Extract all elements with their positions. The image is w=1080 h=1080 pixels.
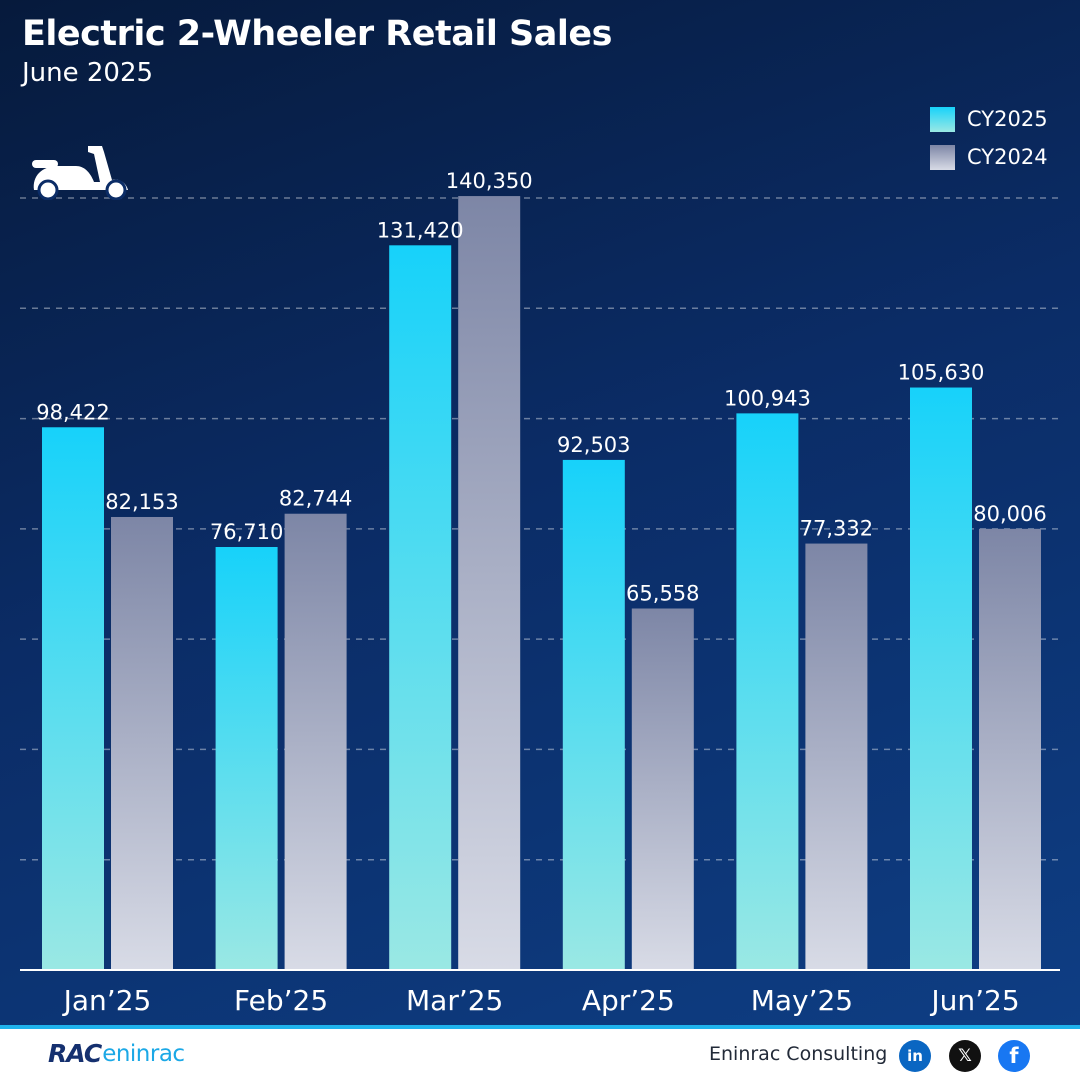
- x-tick-label-5: Jun’25: [929, 984, 1019, 1017]
- bar-cy2024-4: [805, 543, 868, 970]
- legend-item-cy2024: CY2024: [930, 138, 1048, 176]
- value-label-cy2025-5: 105,630: [898, 361, 985, 385]
- bars: [42, 196, 1041, 971]
- legend-swatch-cy2024: [930, 144, 955, 170]
- bar-cy2024-2: [458, 196, 521, 970]
- bar-cy2024-1: [284, 513, 347, 970]
- x-tick-label-4: May’25: [751, 984, 853, 1017]
- scooter-icon: [28, 136, 132, 204]
- x-icon[interactable]: 𝕏: [949, 1040, 981, 1072]
- bar-cy2024-0: [111, 516, 173, 970]
- value-label-cy2025-0: 98,422: [36, 400, 109, 424]
- legend-label-cy2025: CY2025: [967, 107, 1048, 131]
- company-name: Eninrac Consulting: [709, 1043, 888, 1065]
- value-label-cy2024-0: 82,153: [105, 490, 178, 514]
- x-tick-label-1: Feb’25: [234, 984, 328, 1017]
- value-label-cy2025-2: 131,420: [377, 218, 464, 242]
- legend: CY2025 CY2024: [930, 100, 1048, 176]
- x-tick-label-3: Apr’25: [582, 984, 675, 1017]
- bar-cy2025-4: [736, 413, 799, 970]
- linkedin-icon[interactable]: in: [899, 1040, 931, 1072]
- value-label-cy2024-4: 77,332: [800, 517, 873, 541]
- value-label-cy2025-1: 76,710: [210, 520, 283, 544]
- footer: RAC eninrac Eninrac Consulting in 𝕏 f: [0, 1025, 1080, 1080]
- logo-mark: RAC: [48, 1039, 102, 1068]
- facebook-icon[interactable]: f: [998, 1040, 1030, 1072]
- value-label-cy2024-1: 82,744: [279, 487, 352, 511]
- value-label-cy2024-5: 80,006: [973, 502, 1046, 526]
- logo-name: eninrac: [102, 1040, 185, 1067]
- bar-cy2025-3: [562, 459, 625, 970]
- bar-cy2025-2: [389, 245, 452, 971]
- value-label-cy2024-3: 65,558: [626, 581, 699, 605]
- bar-cy2025-1: [215, 546, 278, 970]
- x-axis-labels: Jan’25 Feb’25 Mar’25 Apr’25 May’25 Jun’25: [62, 984, 1020, 1017]
- value-label-cy2025-3: 92,503: [557, 433, 630, 457]
- bar-cy2024-3: [631, 608, 694, 970]
- chart-title: Electric 2-Wheeler Retail Sales: [22, 14, 612, 54]
- legend-item-cy2025: CY2025: [930, 100, 1048, 138]
- bar-cy2024-5: [979, 528, 1041, 970]
- x-tick-label-0: Jan’25: [62, 984, 152, 1017]
- chart-subtitle: June 2025: [22, 58, 154, 88]
- chart-area: 98,422 82,153 76,710 82,744 131,420 140,350 92…: [20, 169, 1060, 1017]
- legend-swatch-cy2025: [930, 106, 955, 132]
- gridlines: [20, 197, 1060, 861]
- bar-cy2025-5: [910, 387, 972, 970]
- eninrac-logo: RAC eninrac: [48, 1039, 185, 1068]
- value-labels: 98,422 82,153 76,710 82,744 131,420 140,350 92…: [36, 169, 1046, 605]
- legend-label-cy2024: CY2024: [967, 145, 1048, 169]
- bar-cy2025-0: [42, 427, 104, 971]
- value-label-cy2024-2: 140,350: [446, 169, 533, 193]
- x-tick-label-2: Mar’25: [406, 984, 503, 1017]
- value-label-cy2025-4: 100,943: [724, 386, 811, 410]
